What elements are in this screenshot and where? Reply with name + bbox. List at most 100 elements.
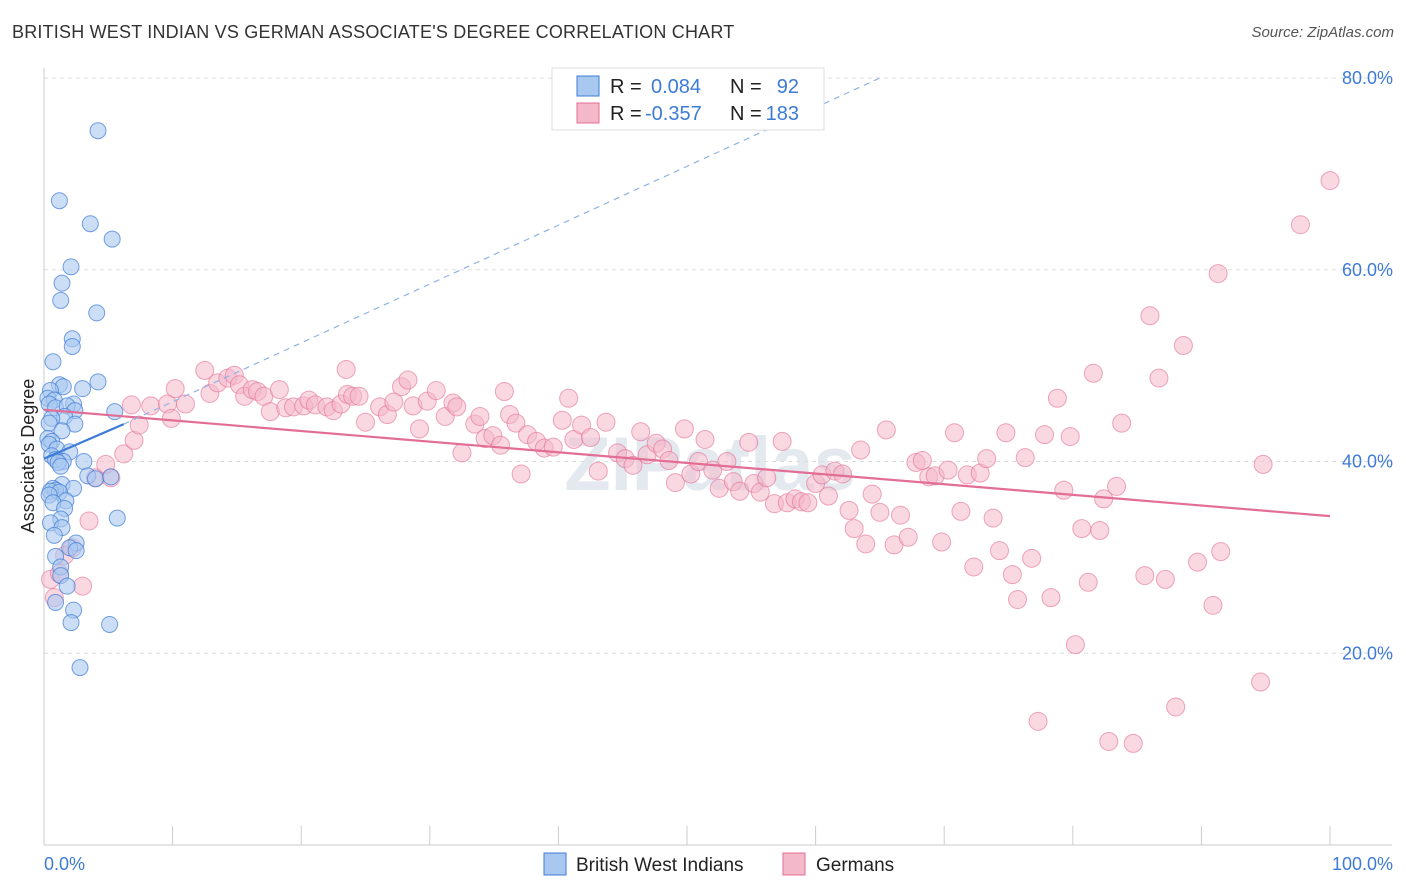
german-point <box>356 412 375 432</box>
german-point <box>1072 519 1092 539</box>
legend-r-value-1: 0.084 <box>651 76 701 98</box>
british-west-indian-point <box>53 422 71 440</box>
y-axis-label: Associate's Degree <box>18 379 38 534</box>
german-point <box>552 410 572 430</box>
german-point <box>511 464 531 484</box>
legend-n-label-1: N = <box>730 76 762 98</box>
german-point <box>1078 572 1098 592</box>
german-point <box>1251 672 1271 692</box>
german-point <box>898 527 918 547</box>
german-point <box>491 435 511 455</box>
german-point <box>384 392 404 412</box>
series-legend-swatch-pink <box>782 852 806 876</box>
british-west-indian-point <box>44 353 62 371</box>
legend-r-label-2: R = <box>610 103 642 125</box>
german-point <box>856 534 876 554</box>
british-west-indian-point <box>101 615 119 633</box>
german-point <box>559 388 579 408</box>
german-point <box>1035 425 1055 445</box>
y-tick-label: 20.0% <box>1342 643 1393 663</box>
german-point <box>1041 588 1061 608</box>
germans-points <box>40 171 1340 753</box>
german-point <box>165 379 185 399</box>
german-point <box>447 397 467 417</box>
german-point <box>631 422 651 442</box>
british-west-indian-point <box>47 593 65 611</box>
british-west-indian-point <box>71 659 89 677</box>
german-point <box>798 493 818 513</box>
german-point <box>996 423 1016 443</box>
trend-lines <box>43 77 1331 518</box>
german-point <box>938 460 958 480</box>
legend-swatch-pink <box>576 102 600 124</box>
german-point <box>398 370 418 390</box>
german-point <box>79 511 99 531</box>
british-west-indian-point <box>81 215 99 233</box>
german-point <box>1099 731 1119 751</box>
british-west-indian-point <box>75 453 93 470</box>
german-point <box>1015 448 1035 468</box>
german-point <box>195 360 215 380</box>
british-west-indian-point <box>52 291 70 309</box>
tick-labels: 20.0% 40.0% 60.0% 80.0% 0.0% 100.0% <box>44 68 1393 874</box>
german-point <box>1290 215 1310 235</box>
legend-n-label-2: N = <box>730 103 762 125</box>
german-point <box>1112 413 1132 433</box>
german-point <box>839 500 859 520</box>
german-point <box>890 505 910 525</box>
german-point <box>876 420 896 440</box>
german-point <box>623 455 643 475</box>
chart-title: BRITISH WEST INDIAN VS GERMAN ASSOCIATE'… <box>12 22 735 42</box>
german-point <box>470 406 490 426</box>
german-point <box>121 395 141 415</box>
british-west-indian-point <box>106 403 124 421</box>
british-west-indian-point <box>67 542 85 560</box>
german-point <box>912 451 932 471</box>
german-point <box>1188 552 1208 572</box>
german-point <box>1320 171 1340 191</box>
legend-swatch-blue <box>576 75 600 97</box>
series-legend-label-pink: Germans <box>816 855 894 876</box>
german-point <box>674 419 694 439</box>
german-point <box>1060 427 1080 447</box>
german-point <box>1065 635 1085 655</box>
british-west-indian-point <box>62 258 80 276</box>
german-point <box>1253 454 1273 474</box>
german-point <box>1028 711 1048 731</box>
german-point <box>951 501 971 521</box>
british-west-indian-point <box>52 457 70 475</box>
british-west-indians-trend-line <box>43 423 125 460</box>
german-point <box>336 359 356 379</box>
german-point <box>1140 306 1160 326</box>
german-point <box>818 486 838 506</box>
x-tick-label: 0.0% <box>44 854 85 874</box>
y-tick-label: 60.0% <box>1342 260 1393 280</box>
german-point <box>1090 521 1110 541</box>
german-point <box>73 576 93 596</box>
german-point <box>1047 388 1067 408</box>
british-west-indian-point <box>62 614 80 632</box>
german-point <box>1166 697 1186 717</box>
german-point <box>1083 363 1103 383</box>
british-west-indian-point <box>74 380 92 398</box>
german-point <box>161 408 181 428</box>
series-legend: British West Indians Germans <box>543 852 894 876</box>
german-point <box>862 484 882 504</box>
british-west-indian-point <box>86 470 104 488</box>
german-point <box>1123 733 1143 753</box>
german-point <box>129 415 149 435</box>
german-point <box>772 431 792 451</box>
german-point <box>1107 476 1127 496</box>
german-point <box>665 473 685 493</box>
german-point <box>269 380 289 400</box>
german-point <box>175 394 195 414</box>
german-point <box>944 423 964 443</box>
series-legend-swatch-blue <box>543 852 567 876</box>
german-point <box>141 396 161 416</box>
source-label: Source: ZipAtlas.com <box>1251 24 1394 41</box>
german-point <box>851 440 871 460</box>
german-point <box>1208 264 1228 284</box>
german-point <box>1022 548 1042 568</box>
british-west-indian-point <box>50 192 68 210</box>
german-point <box>596 412 616 432</box>
